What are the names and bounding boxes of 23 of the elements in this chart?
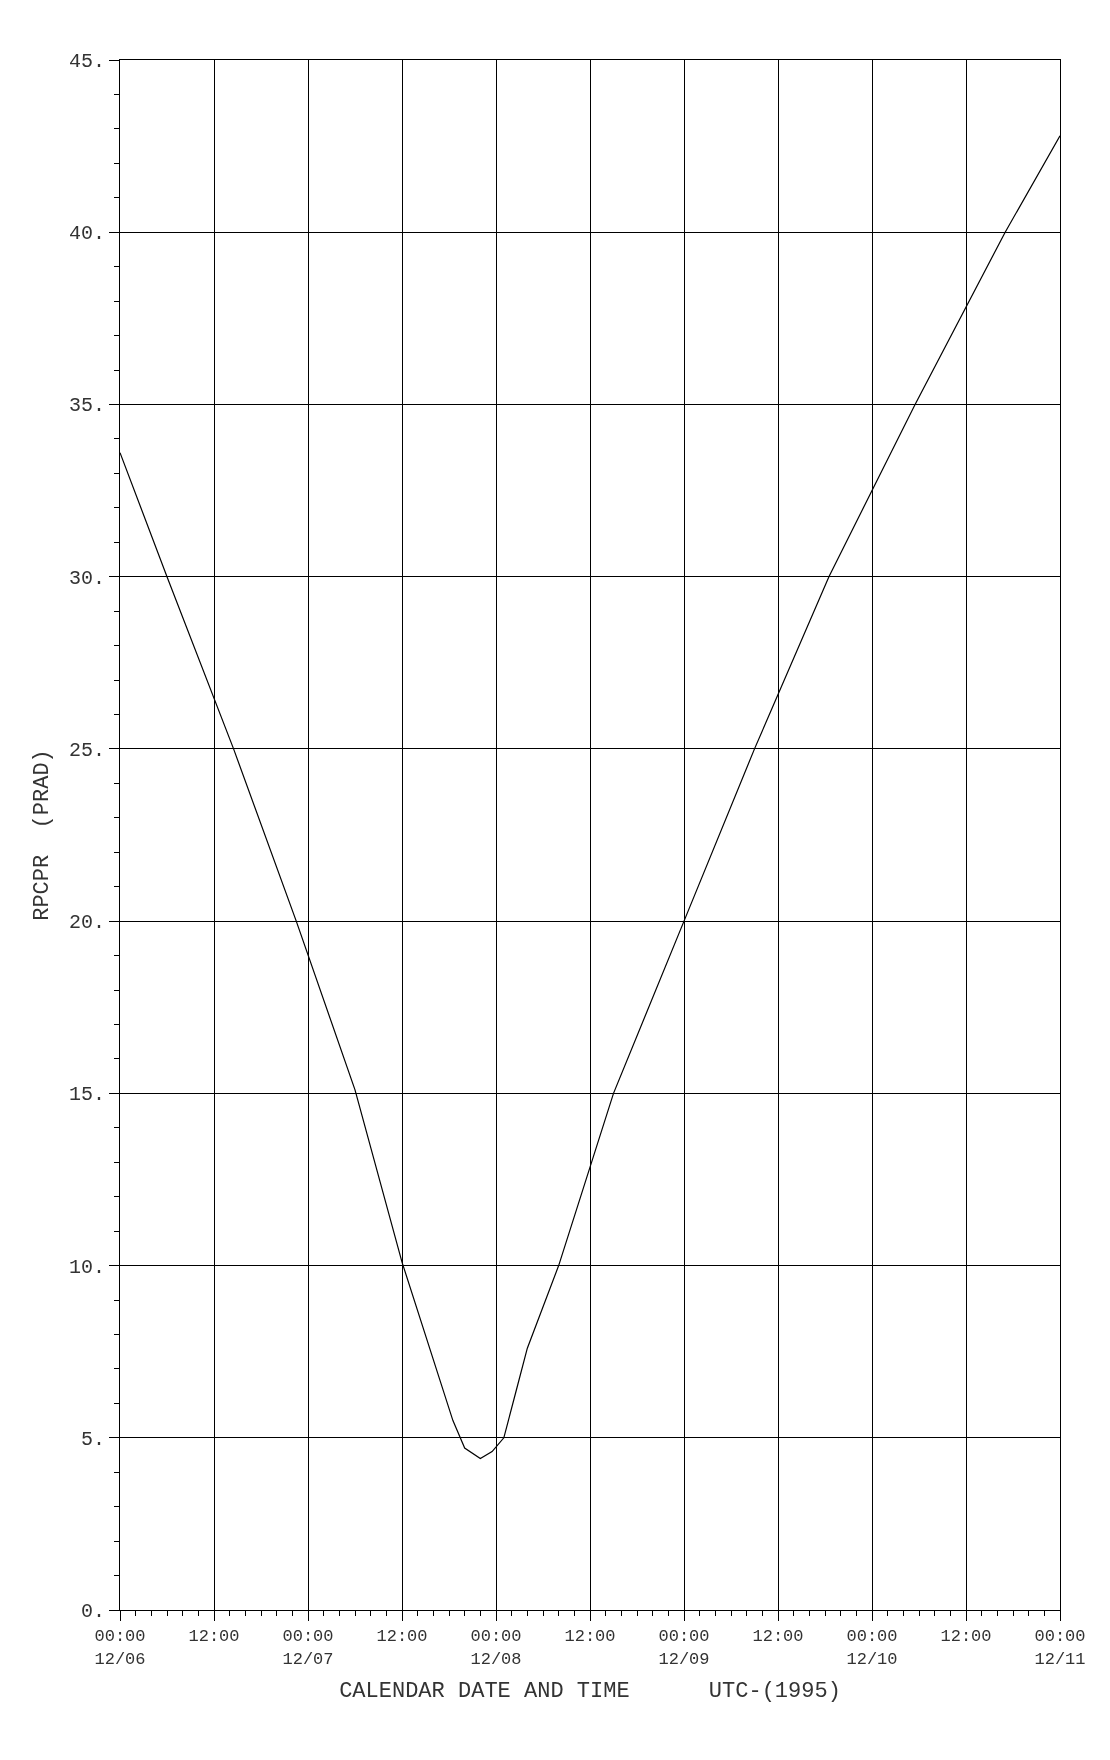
x-tick-label: 12:00	[188, 1627, 240, 1647]
y-tick-label: 45.	[68, 50, 105, 73]
x-tick-label: 00:00 12/08	[470, 1627, 522, 1669]
y-tick-label: 35.	[68, 394, 105, 418]
y-axis-title: RPCPR (PRAD)	[29, 749, 55, 921]
x-axis-title: CALENDAR DATE AND TIME UTC-(1995)	[339, 1679, 841, 1705]
y-tick-label: 10.	[68, 1255, 105, 1279]
y-tick-label: 15.	[68, 1083, 105, 1107]
y-tick-label: 30.	[68, 566, 105, 590]
x-tick-label: 00:00 12/11	[1034, 1627, 1086, 1669]
x-tick-label: 00:00 12/10	[846, 1627, 898, 1669]
x-tick-label: 12:00	[752, 1627, 804, 1647]
x-tick-label: 12:00	[564, 1627, 616, 1647]
y-tick-label: 5.	[80, 1427, 105, 1451]
x-tick-label: 00:00 12/06	[94, 1627, 146, 1669]
y-tick-label: 0.	[80, 1600, 105, 1623]
x-tick-label: 00:00 12/09	[658, 1627, 710, 1669]
x-tick-label: 00:00 12/07	[282, 1627, 334, 1669]
x-tick-label: 12:00	[376, 1627, 428, 1647]
y-tick-label: 25.	[68, 738, 105, 762]
x-tick-label: 12:00	[940, 1627, 992, 1647]
y-tick-label: 20.	[68, 911, 105, 935]
y-tick-label: 40.	[68, 222, 105, 246]
